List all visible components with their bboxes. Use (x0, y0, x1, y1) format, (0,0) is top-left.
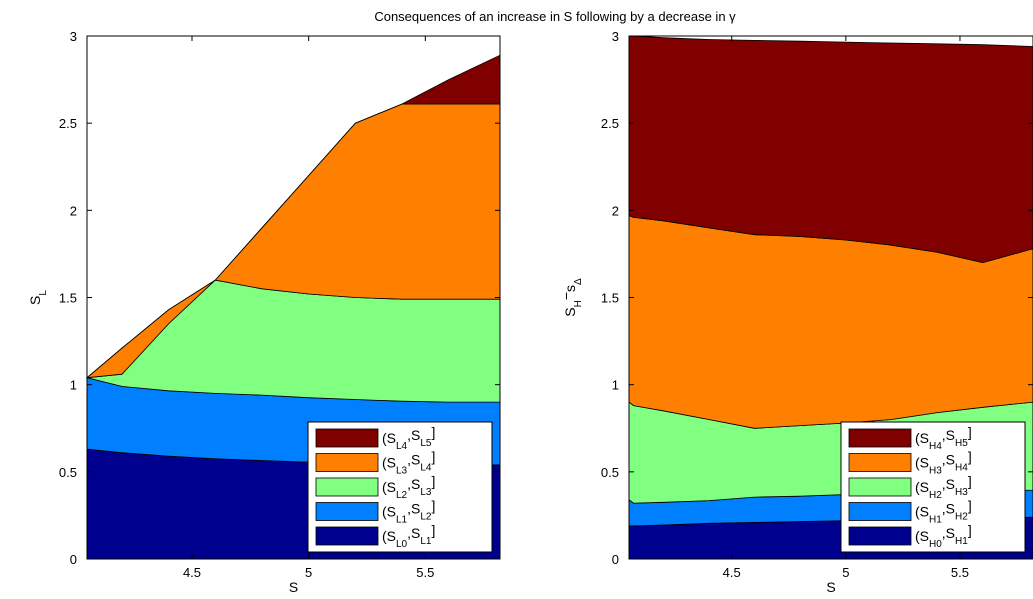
legend-entry: (SL3,SL4] (382, 449, 435, 477)
legend-entry: (SL1,SL2] (382, 498, 435, 526)
x-tick-label: 4.5 (183, 565, 201, 580)
y-tick-label: 2 (612, 203, 619, 218)
legend-swatch (315, 477, 379, 497)
y-axis-label: SL (27, 290, 49, 305)
x-tick-label: 4.5 (723, 565, 741, 580)
legend-entry: (SL0,SL1] (382, 522, 435, 550)
legend-swatch (848, 428, 912, 448)
y-tick-label: 2.5 (601, 116, 619, 131)
y-tick-label: 0.5 (601, 465, 619, 480)
y-tick-label: 1 (70, 378, 77, 393)
legend-swatch (848, 453, 912, 472)
right-panel: 4.5 5 5.5 0 0.5 1 1.5 2 2.5 3 S SH−sΔ (SH4,SH5](SH3,… (558, 29, 1033, 595)
left-panel: 4.5 5 5.5 0 0.5 1 1.5 2 2.5 3 S SL (SL4,SL5](SL3,SL4… (27, 29, 501, 595)
y-tick-label: 3 (70, 29, 77, 44)
figure-title: Consequences of an increase in S followi… (374, 9, 736, 24)
x-axis-label: S (289, 579, 298, 595)
legend-swatch (315, 428, 379, 448)
legend-entry: (SH1,SH2] (915, 498, 972, 526)
y-tick-label: 2 (70, 203, 77, 218)
region-4 (628, 35, 1033, 264)
legend-entry: (SH3,SH4] (915, 449, 972, 477)
x-tick-label: 5.5 (416, 565, 434, 580)
legend-swatch (848, 526, 912, 546)
legend-entry: (SH0,SH1] (915, 522, 972, 550)
y-axis-label: SH−sΔ (558, 278, 584, 317)
legend-entry: (SH4,SH5] (915, 424, 972, 452)
y-tick-label: 0 (70, 552, 77, 567)
legend-swatch (848, 502, 912, 521)
x-tick-label: 5 (842, 565, 849, 580)
legend-entry: (SH2,SH3] (915, 473, 972, 501)
y-tick-label: 0 (612, 552, 619, 567)
x-tick-label: 5.5 (951, 565, 969, 580)
legend-swatch (315, 453, 379, 472)
y-tick-label: 2.5 (59, 116, 77, 131)
y-tick-label: 1.5 (601, 291, 619, 306)
legend-swatch (315, 502, 379, 521)
y-tick-label: 3 (612, 29, 619, 44)
y-tick-label: 0.5 (59, 465, 77, 480)
x-axis-label: S (826, 579, 835, 595)
y-tick-label: 1.5 (59, 291, 77, 306)
legend-swatch (848, 477, 912, 497)
legend-entry: (SL2,SL3] (382, 473, 435, 501)
y-tick-label: 1 (612, 378, 619, 393)
x-tick-label: 5 (305, 565, 312, 580)
legend-swatch (315, 526, 379, 546)
legend-entry: (SL4,SL5] (382, 424, 435, 452)
